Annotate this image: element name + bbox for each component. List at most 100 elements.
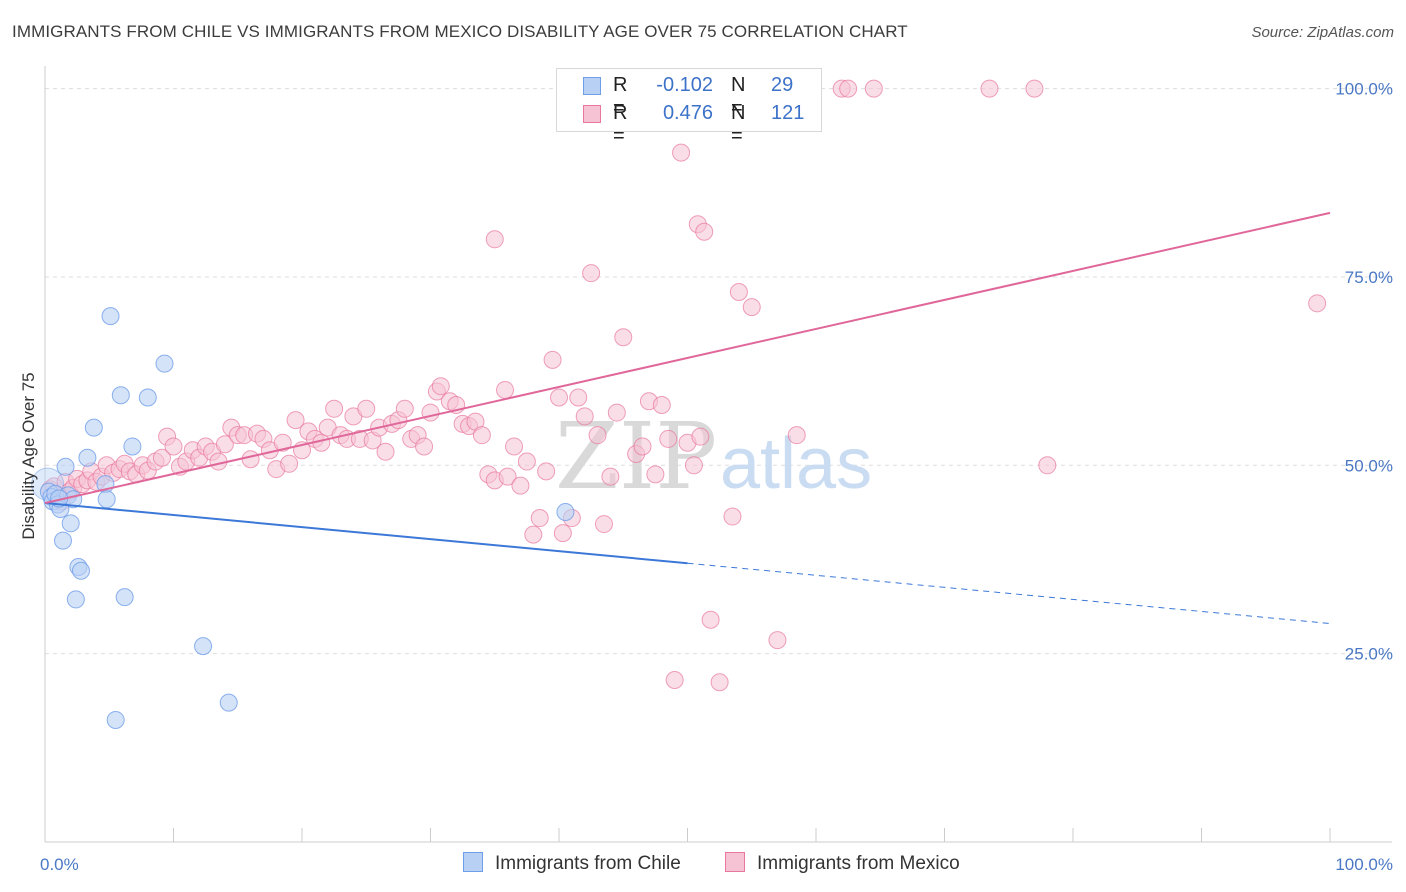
point-mexico xyxy=(421,403,440,422)
point-mexico xyxy=(607,403,626,422)
grid xyxy=(45,88,1392,655)
legend-n-value: 121 xyxy=(771,102,805,124)
series-mexico-points xyxy=(41,79,1327,692)
y-tick-label: 100.0% xyxy=(1335,80,1393,99)
legend-n-label: N = xyxy=(731,102,746,147)
point-mexico xyxy=(742,298,761,317)
point-mexico xyxy=(550,388,568,407)
point-mexico xyxy=(672,143,691,162)
point-mexico xyxy=(164,437,183,456)
tick-labels: 25.0% 50.0% 75.0% 100.0% 0.0% 100.0% xyxy=(40,80,1393,874)
point-mexico xyxy=(646,465,665,484)
y-tick-label: 75.0% xyxy=(1345,268,1393,287)
point-mexico xyxy=(395,399,414,418)
point-mexico xyxy=(496,380,515,399)
point-chile xyxy=(66,590,85,609)
bottom-legend-chile: Immigrants from Chile xyxy=(463,852,681,875)
y-tick-label: 25.0% xyxy=(1345,645,1393,664)
bottom-legend-label-chile: Immigrants from Chile xyxy=(495,853,681,874)
point-chile xyxy=(111,386,130,405)
point-chile xyxy=(123,437,142,456)
trend-line-mexico xyxy=(44,211,1331,504)
point-mexico xyxy=(376,442,395,461)
watermark: ZIP atlas xyxy=(555,403,872,510)
point-mexico xyxy=(594,515,613,534)
bottom-legend-swatch-chile xyxy=(463,852,483,872)
legend-swatch-chile xyxy=(583,77,601,95)
point-chile xyxy=(106,710,125,729)
point-chile xyxy=(556,503,575,522)
point-mexico xyxy=(575,407,594,426)
bottom-legend-label-mexico: Immigrants from Mexico xyxy=(757,853,960,874)
point-mexico xyxy=(701,610,720,629)
point-mexico xyxy=(614,328,633,347)
trend-line-chile xyxy=(44,501,688,565)
point-chile xyxy=(138,388,157,407)
point-mexico xyxy=(415,437,434,456)
point-mexico xyxy=(543,350,562,369)
point-mexico xyxy=(152,448,171,467)
point-mexico xyxy=(659,429,678,448)
point-mexico xyxy=(710,673,729,692)
point-mexico xyxy=(839,79,858,98)
legend-swatch-mexico xyxy=(583,105,601,123)
point-mexico xyxy=(1308,294,1327,313)
point-mexico xyxy=(729,283,748,302)
x-tick-label-min: 0.0% xyxy=(40,855,79,874)
point-mexico xyxy=(723,507,742,526)
point-chile xyxy=(53,531,72,550)
point-mexico xyxy=(325,399,344,418)
point-mexico xyxy=(569,388,588,407)
point-chile xyxy=(101,307,120,326)
legend-r-label: R = xyxy=(613,74,628,119)
point-mexico xyxy=(695,222,714,241)
y-tick-label: 50.0% xyxy=(1345,456,1393,475)
chart-title: IMMIGRANTS FROM CHILE VS IMMIGRANTS FROM… xyxy=(12,22,908,41)
point-mexico xyxy=(768,631,787,650)
correlation-legend: R = -0.102 N = 29 R = 0.476 N = 121 xyxy=(556,68,822,147)
point-mexico xyxy=(980,79,999,98)
legend-r-value: 0.476 xyxy=(662,102,713,124)
point-mexico xyxy=(524,525,543,544)
point-chile xyxy=(97,490,116,509)
point-mexico xyxy=(357,399,376,418)
point-chile xyxy=(78,448,97,467)
bottom-legend-swatch-mexico xyxy=(725,852,745,872)
point-chile xyxy=(155,354,174,373)
trend-lines xyxy=(44,211,1331,625)
point-chile xyxy=(194,637,213,656)
x-tick-label-max: 100.0% xyxy=(1335,855,1393,874)
point-mexico xyxy=(273,433,292,452)
point-mexico xyxy=(215,435,234,454)
point-chile xyxy=(61,514,80,533)
point-mexico xyxy=(1038,456,1057,475)
point-mexico xyxy=(691,427,710,446)
legend-r-label: R = xyxy=(613,102,628,147)
point-mexico xyxy=(517,452,536,471)
point-chile xyxy=(115,588,134,607)
point-chile xyxy=(56,457,75,476)
point-mexico xyxy=(537,462,556,481)
point-mexico xyxy=(588,426,607,445)
point-mexico xyxy=(864,79,883,98)
point-mexico xyxy=(498,467,517,486)
point-mexico xyxy=(431,377,450,396)
point-mexico xyxy=(472,426,491,445)
point-chile xyxy=(71,561,90,580)
point-chile xyxy=(219,693,238,712)
point-mexico xyxy=(633,437,652,456)
point-mexico xyxy=(684,456,703,475)
point-mexico xyxy=(511,476,530,495)
point-mexico xyxy=(241,450,260,469)
legend-n-label: N = xyxy=(731,74,746,119)
y-axis-label: Disability Age Over 75 xyxy=(19,372,38,539)
trend-line-chile-extension xyxy=(687,562,1331,625)
point-mexico xyxy=(665,671,684,690)
point-mexico xyxy=(505,437,524,456)
point-chile xyxy=(84,418,103,437)
legend-n-value: 29 xyxy=(771,74,794,96)
bottom-legend-mexico: Immigrants from Mexico xyxy=(725,852,960,875)
point-mexico xyxy=(553,524,572,543)
point-mexico xyxy=(787,426,806,445)
